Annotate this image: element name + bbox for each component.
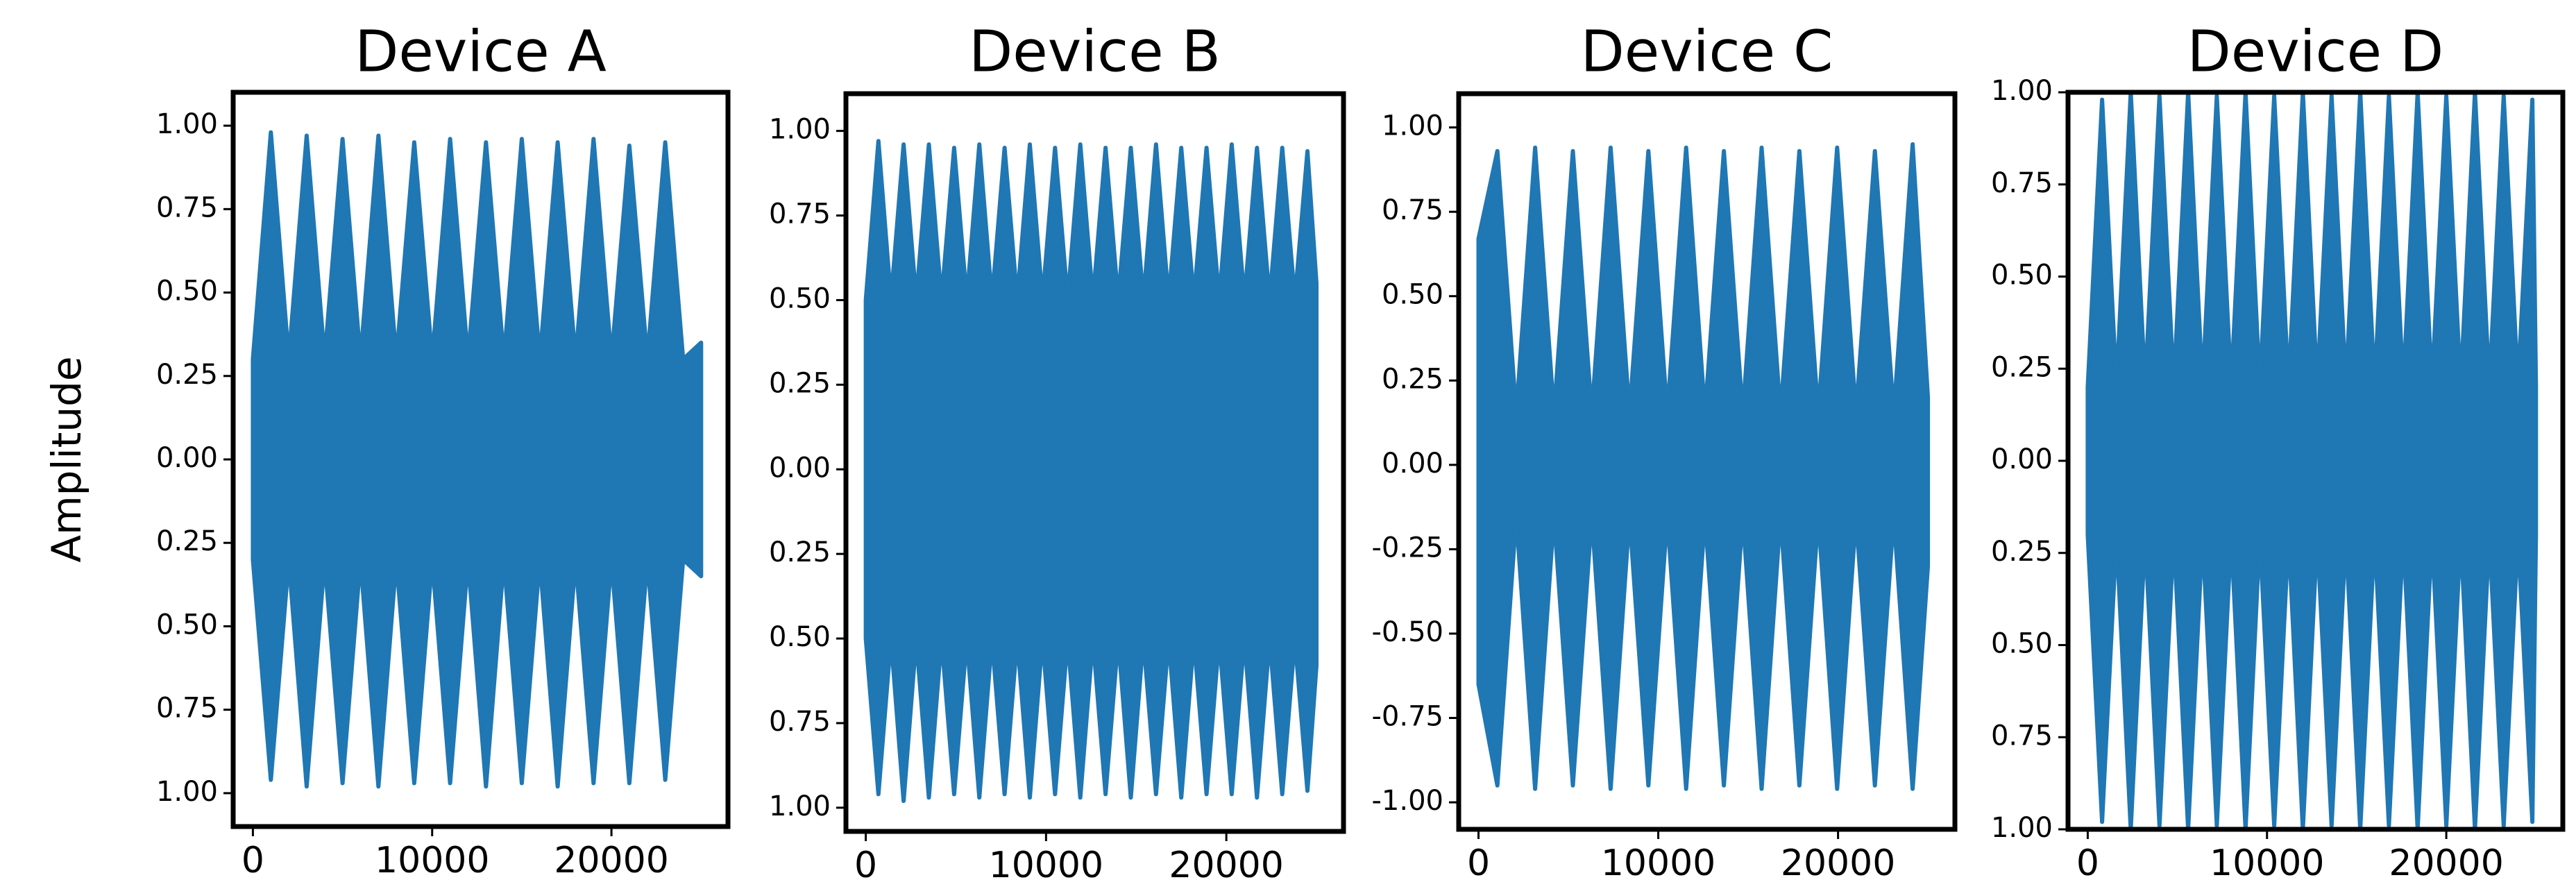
y-tick-label: 0.75 xyxy=(769,706,831,738)
y-tick-label: 0.00 xyxy=(1991,443,2053,475)
x-tick-label: 20000 xyxy=(554,840,668,881)
y-tick-label: 0.75 xyxy=(156,693,218,725)
y-tick-label: 0.50 xyxy=(156,609,218,641)
y-tick-label: 0.25 xyxy=(769,536,831,568)
y-tick-label: 0.25 xyxy=(156,359,218,391)
y-tick-label: 0.25 xyxy=(1991,351,2053,383)
waveform xyxy=(1476,142,1931,791)
y-tick-label: 1.00 xyxy=(156,776,218,808)
waveform xyxy=(251,130,704,789)
x-tick-label: 20000 xyxy=(1781,843,1895,884)
x-tick-label: 10000 xyxy=(375,840,489,881)
x-tick-label: 0 xyxy=(1467,843,1490,884)
x-tick-label: 0 xyxy=(242,840,264,881)
y-tick-label: 0.50 xyxy=(769,621,831,653)
y-tick-label: 0.50 xyxy=(156,276,218,307)
y-tick-label: 0.75 xyxy=(156,192,218,223)
y-tick-label: 0.25 xyxy=(1382,363,1443,395)
y-tick-label: 0.50 xyxy=(769,282,831,314)
y-tick-label: -1.00 xyxy=(1372,785,1444,817)
y-tick-label: 0.50 xyxy=(1382,279,1443,311)
y-tick-label: 0.75 xyxy=(1991,720,2053,752)
y-tick-label: 0.00 xyxy=(156,442,218,474)
x-tick-label: 10000 xyxy=(2210,843,2324,884)
y-tick-label: 0.50 xyxy=(1991,628,2053,660)
axes-frame xyxy=(843,91,1346,834)
y-tick-label: -0.75 xyxy=(1372,701,1444,733)
y-tick-label: 0.25 xyxy=(1991,536,2053,568)
y-tick-label: 1.00 xyxy=(156,108,218,140)
x-tick-label: 10000 xyxy=(1601,843,1715,884)
y-tick-label: 0.25 xyxy=(769,367,831,399)
x-tick-label: 10000 xyxy=(989,845,1103,886)
y-tick-label: 0.75 xyxy=(1382,194,1443,226)
chart-title: Device D xyxy=(2187,19,2444,85)
chart-title: Device A xyxy=(355,19,607,85)
x-tick-label: 0 xyxy=(2076,843,2099,884)
y-tick-label: 1.00 xyxy=(769,114,831,146)
x-tick-label: 0 xyxy=(854,845,877,886)
y-tick-label: 0.25 xyxy=(156,525,218,557)
y-tick-label: 0.00 xyxy=(1382,448,1443,480)
y-tick-label: 0.00 xyxy=(769,452,831,484)
waveform xyxy=(863,139,1319,804)
chart-title: Device B xyxy=(969,19,1221,85)
y-tick-label: 1.00 xyxy=(769,790,831,822)
x-tick-label: 20000 xyxy=(2389,843,2503,884)
y-tick-label: 1.00 xyxy=(1991,75,2053,107)
x-tick-label: 20000 xyxy=(1169,845,1283,886)
y-tick-label: -0.50 xyxy=(1372,616,1444,648)
axes-frame xyxy=(1456,91,1958,832)
y-axis-label: Amplitude xyxy=(43,356,90,562)
y-tick-label: 0.75 xyxy=(1991,167,2053,199)
y-tick-label: 0.75 xyxy=(769,198,831,230)
y-tick-label: 1.00 xyxy=(1991,812,2053,844)
y-tick-label: 0.50 xyxy=(1991,260,2053,291)
y-tick-label: 1.00 xyxy=(1382,110,1443,142)
chart-title: Device C xyxy=(1581,19,1833,85)
y-tick-label: -0.25 xyxy=(1372,532,1444,564)
